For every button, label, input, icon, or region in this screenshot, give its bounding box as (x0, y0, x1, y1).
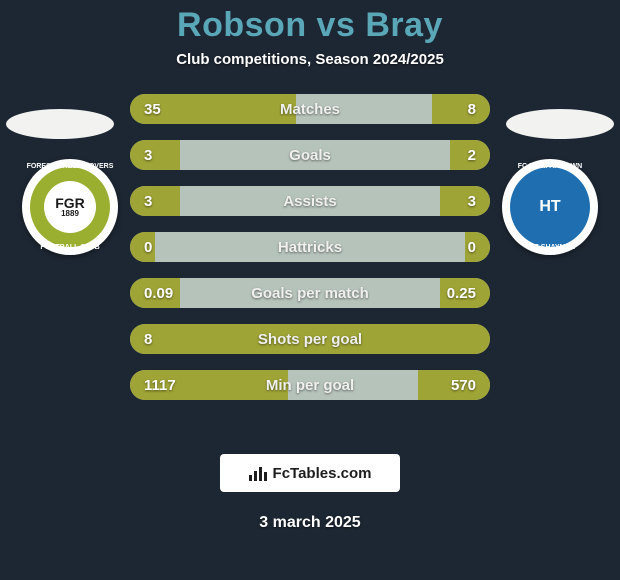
stat-label: Goals per match (130, 278, 490, 308)
stat-label: Matches (130, 94, 490, 124)
title-vs: vs (317, 6, 356, 44)
brand-bars-icon (249, 465, 267, 481)
left-club-crest: FOREST GREEN ROVERS FOOTBALL CLUB FGR 18… (22, 159, 118, 255)
infographic: Robson vs Bray Club competitions, Season… (0, 0, 620, 580)
subtitle: Club competitions, Season 2024/2025 (0, 51, 620, 68)
brand-badge: FcTables.com (220, 454, 400, 492)
crest-center-text: HT (539, 199, 560, 215)
stat-bar: 8Shots per goal (130, 324, 490, 354)
stat-bar: 0.090.25Goals per match (130, 278, 490, 308)
right-ellipse (506, 109, 614, 139)
right-club-crest: FC HALIFAX TOWN THE SHAYMEN HT (502, 159, 598, 255)
title: Robson vs Bray (0, 0, 620, 45)
stat-label: Shots per goal (130, 324, 490, 354)
stat-bar: 33Assists (130, 186, 490, 216)
stat-bar: 1117570Min per goal (130, 370, 490, 400)
crest-center-sub: 1889 (55, 210, 85, 218)
stat-bar: 32Goals (130, 140, 490, 170)
stat-bars: 358Matches 32Goals 33Assists 00Hattricks 0.0… (130, 94, 490, 400)
stat-label: Min per goal (130, 370, 490, 400)
title-right-name: Bray (365, 6, 443, 44)
comparison-area: FOREST GREEN ROVERS FOOTBALL CLUB FGR 18… (0, 94, 620, 424)
stat-bar: 358Matches (130, 94, 490, 124)
left-ellipse (6, 109, 114, 139)
crest-center-text: FGR (55, 196, 85, 210)
brand-text: FcTables.com (273, 465, 372, 482)
date: 3 march 2025 (0, 514, 620, 532)
stat-bar: 00Hattricks (130, 232, 490, 262)
stat-label: Goals (130, 140, 490, 170)
stat-label: Assists (130, 186, 490, 216)
crest-center: HT (524, 181, 576, 233)
stat-label: Hattricks (130, 232, 490, 262)
title-left-name: Robson (177, 6, 307, 44)
crest-center: FGR 1889 (44, 181, 96, 233)
